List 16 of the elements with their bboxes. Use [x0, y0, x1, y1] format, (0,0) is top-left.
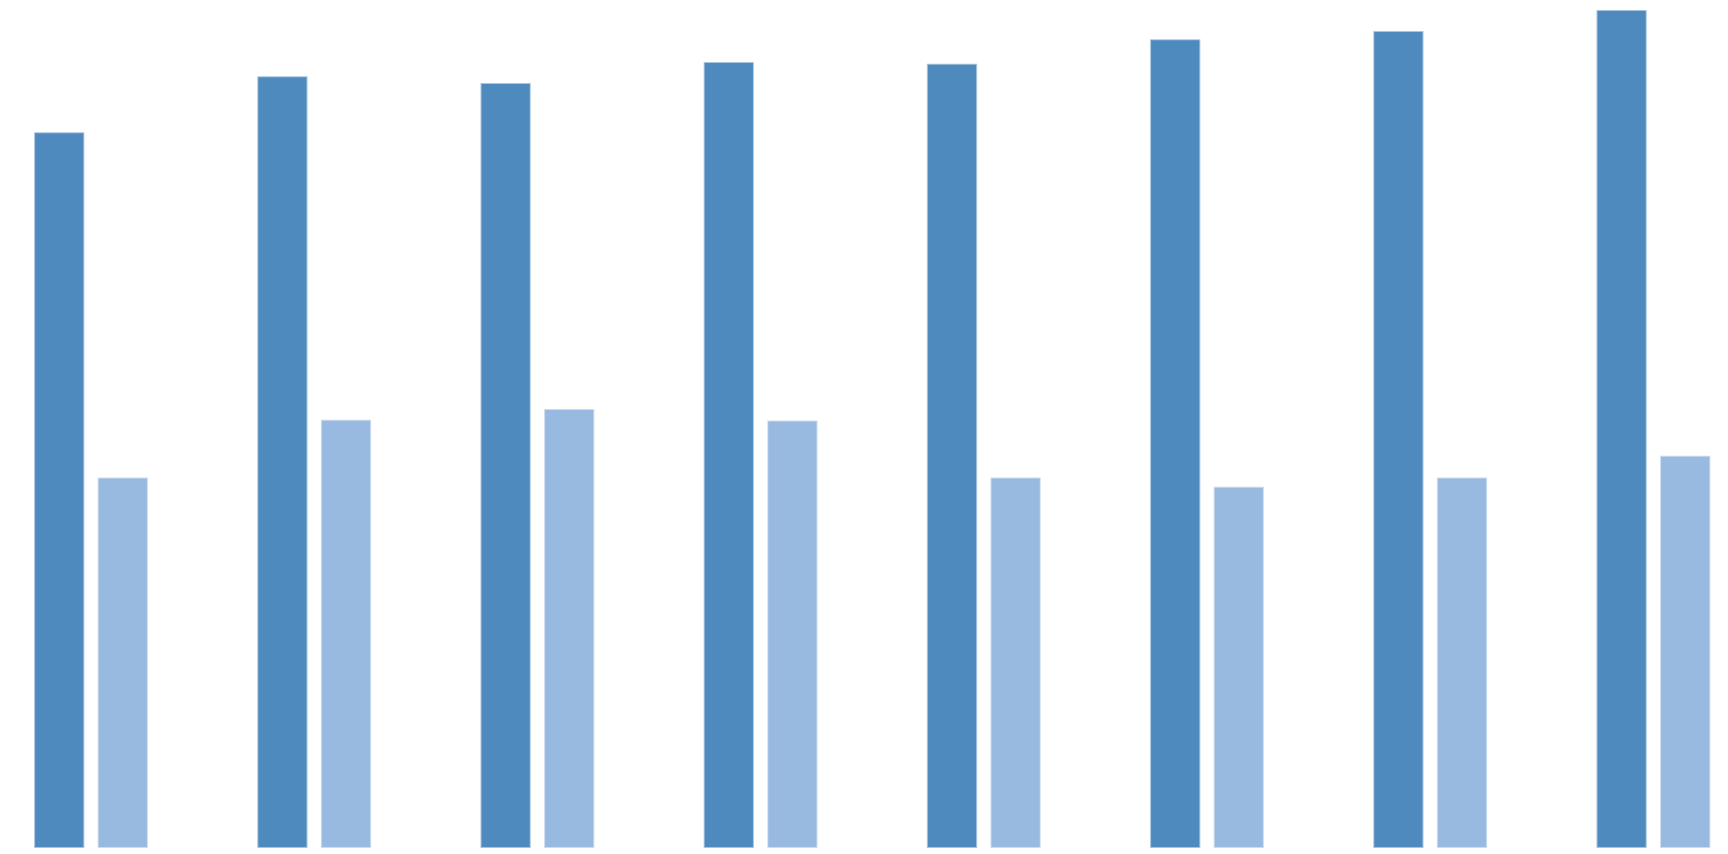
bar: [256, 75, 309, 849]
bar: [1435, 476, 1489, 849]
bar: [702, 60, 755, 849]
bar: [925, 62, 979, 849]
bar: [479, 81, 532, 849]
bar: [319, 418, 373, 849]
bar: [989, 476, 1042, 849]
bar: [33, 131, 86, 849]
bar: [1659, 454, 1712, 849]
bar: [1212, 485, 1265, 849]
bar: [96, 476, 149, 849]
bar: [1372, 29, 1425, 849]
bar: [1149, 38, 1202, 849]
bar: [1595, 9, 1648, 849]
bar: [766, 419, 819, 849]
bar: [543, 407, 596, 849]
